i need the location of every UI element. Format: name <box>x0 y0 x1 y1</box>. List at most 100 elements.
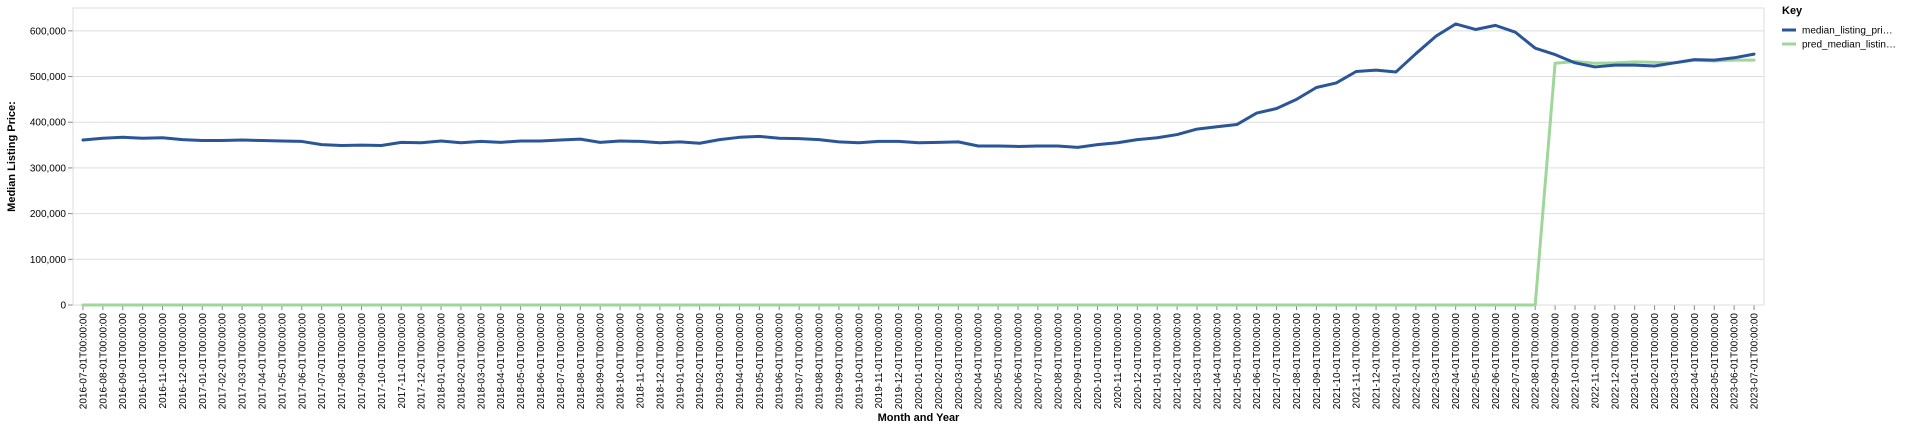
y-tick-label: 300,000 <box>30 163 67 174</box>
x-tick-label: 2021-06-01T00:00:00 <box>1252 313 1263 410</box>
y-gridlines <box>73 30 1764 306</box>
x-tick-label: 2022-11-01T00:00:00 <box>1590 313 1601 409</box>
x-tick-label: 2022-05-01T00:00:00 <box>1471 313 1482 410</box>
x-tick-label: 2018-07-01T00:00:00 <box>556 313 567 410</box>
x-tick-label: 2017-02-01T00:00:00 <box>218 313 229 410</box>
x-tick-label: 2020-01-01T00:00:00 <box>914 313 925 410</box>
x-tick-label: 2017-11-01T00:00:00 <box>397 313 408 409</box>
plot-frame <box>72 7 1765 306</box>
x-tick-label: 2017-09-01T00:00:00 <box>357 313 368 410</box>
x-tick-label: 2021-01-01T00:00:00 <box>1153 313 1164 410</box>
x-axis: 2016-07-01T00:00:00 2016-08-01T00:00:00 20… <box>73 304 1764 410</box>
x-tick-label: 2023-07-01T00:00:00 <box>1750 313 1761 410</box>
x-tick-label: 2018-12-01T00:00:00 <box>655 313 666 410</box>
x-tick-label: 2019-12-01T00:00:00 <box>894 313 905 410</box>
x-tick-label: 2018-03-01T00:00:00 <box>476 313 487 410</box>
y-tick-label: 400,000 <box>30 118 67 129</box>
x-tick-label: 2022-04-01T00:00:00 <box>1451 313 1462 410</box>
x-tick-label: 2023-05-01T00:00:00 <box>1710 313 1721 410</box>
x-tick-label: 2023-06-01T00:00:00 <box>1730 313 1741 410</box>
x-tick-label: 2019-04-01T00:00:00 <box>735 313 746 410</box>
series-line-pred-median-listin <box>81 58 1756 307</box>
x-tick-label: 2018-01-01T00:00:00 <box>437 313 448 410</box>
y-tick-label: 200,000 <box>30 209 67 220</box>
x-tick-label: 2016-09-01T00:00:00 <box>118 313 129 410</box>
x-tick-label: 2017-05-01T00:00:00 <box>277 313 288 410</box>
x-tick-label: 2021-10-01T00:00:00 <box>1332 313 1343 410</box>
x-tick-label: 2017-03-01T00:00:00 <box>238 313 249 410</box>
x-tick-label: 2018-11-01T00:00:00 <box>635 313 646 409</box>
x-tick-label: 2020-08-01T00:00:00 <box>1053 313 1064 410</box>
x-tick-label: 2022-12-01T00:00:00 <box>1610 313 1621 410</box>
x-tick-label: 2017-01-01T00:00:00 <box>198 313 209 410</box>
x-axis-title: Month and Year <box>878 412 960 424</box>
x-tick-label: 2022-02-01T00:00:00 <box>1411 313 1422 410</box>
y-tick-label: 0 <box>60 301 66 312</box>
legend-title: Key <box>1782 5 1803 17</box>
x-tick-label: 2019-06-01T00:00:00 <box>775 313 786 410</box>
x-tick-label: 2020-07-01T00:00:00 <box>1033 313 1044 410</box>
x-tick-label: 2022-06-01T00:00:00 <box>1491 313 1502 410</box>
legend-label: pred_median_listin… <box>1802 40 1896 51</box>
x-tick-label: 2019-01-01T00:00:00 <box>675 313 686 410</box>
x-tick-label: 2022-03-01T00:00:00 <box>1431 313 1442 410</box>
x-tick-label: 2019-11-01T00:00:00 <box>874 313 885 409</box>
x-tick-label: 2021-07-01T00:00:00 <box>1272 313 1283 410</box>
x-tick-label: 2020-10-01T00:00:00 <box>1093 313 1104 410</box>
x-tick-label: 2019-02-01T00:00:00 <box>695 313 706 410</box>
x-tick-label: 2021-02-01T00:00:00 <box>1173 313 1184 410</box>
y-tick-label: 100,000 <box>30 255 67 266</box>
x-tick-label: 2017-12-01T00:00:00 <box>417 313 428 410</box>
x-tick-label: 2018-04-01T00:00:00 <box>496 313 507 410</box>
x-tick-label: 2016-10-01T00:00:00 <box>138 313 149 410</box>
x-tick-label: 2022-07-01T00:00:00 <box>1511 313 1522 410</box>
x-tick-label: 2021-04-01T00:00:00 <box>1212 313 1223 410</box>
x-tick-label: 2020-09-01T00:00:00 <box>1073 313 1084 410</box>
y-axis-title: Median Listing Price: <box>6 101 18 212</box>
legend: Key median_listing_pri… pred_median_listi… <box>1782 5 1896 51</box>
x-tick-label: 2018-09-01T00:00:00 <box>596 313 607 410</box>
x-tick-label: 2020-03-01T00:00:00 <box>954 313 965 410</box>
x-tick-label: 2021-08-01T00:00:00 <box>1292 313 1303 410</box>
x-tick-label: 2017-04-01T00:00:00 <box>257 313 268 410</box>
x-tick-label: 2020-05-01T00:00:00 <box>994 313 1005 410</box>
x-tick-label: 2016-11-01T00:00:00 <box>158 313 169 409</box>
y-tick-label: 600,000 <box>30 26 67 37</box>
x-tick-label: 2021-03-01T00:00:00 <box>1193 313 1204 410</box>
series-lines <box>81 22 1756 307</box>
x-tick-label: 2018-05-01T00:00:00 <box>516 313 527 410</box>
x-tick-label: 2020-02-01T00:00:00 <box>934 313 945 410</box>
x-tick-label: 2019-08-01T00:00:00 <box>815 313 826 410</box>
legend-label: median_listing_pri… <box>1802 26 1893 37</box>
x-tick-label: 2017-07-01T00:00:00 <box>317 313 328 410</box>
x-tick-label: 2020-12-01T00:00:00 <box>1133 313 1144 410</box>
x-tick-label: 2022-01-01T00:00:00 <box>1391 313 1402 410</box>
x-tick-label: 2017-06-01T00:00:00 <box>297 313 308 410</box>
x-tick-label: 2021-12-01T00:00:00 <box>1372 313 1383 410</box>
x-tick-label: 2018-02-01T00:00:00 <box>456 313 467 410</box>
x-tick-label: 2019-05-01T00:00:00 <box>755 313 766 410</box>
x-tick-label: 2017-10-01T00:00:00 <box>377 313 388 410</box>
x-tick-label: 2018-10-01T00:00:00 <box>616 313 627 410</box>
x-tick-label: 2023-04-01T00:00:00 <box>1690 313 1701 410</box>
x-tick-label: 2021-05-01T00:00:00 <box>1232 313 1243 410</box>
x-tick-label: 2019-10-01T00:00:00 <box>854 313 865 410</box>
x-tick-label: 2021-11-01T00:00:00 <box>1352 313 1363 409</box>
x-tick-label: 2020-11-01T00:00:00 <box>1113 313 1124 409</box>
x-tick-label: 2018-08-01T00:00:00 <box>576 313 587 410</box>
series-line-median-listing-pri <box>81 22 1756 149</box>
x-tick-label: 2016-08-01T00:00:00 <box>98 313 109 410</box>
x-tick-label: 2019-03-01T00:00:00 <box>715 313 726 410</box>
x-tick-label: 2023-01-01T00:00:00 <box>1630 313 1641 410</box>
x-tick-label: 2019-09-01T00:00:00 <box>834 313 845 410</box>
x-tick-label: 2023-03-01T00:00:00 <box>1670 313 1681 410</box>
x-tick-label: 2020-06-01T00:00:00 <box>1013 313 1024 410</box>
y-axis: 0 100,000 200,000 300,000 400,000 500,000 600,… <box>30 8 74 312</box>
x-tick-label: 2022-10-01T00:00:00 <box>1571 313 1582 410</box>
x-tick-label: 2023-02-01T00:00:00 <box>1650 313 1661 410</box>
x-tick-label: 2016-12-01T00:00:00 <box>178 313 189 410</box>
x-tick-label: 2016-07-01T00:00:00 <box>78 313 89 410</box>
x-tick-label: 2022-09-01T00:00:00 <box>1551 313 1562 410</box>
x-tick-label: 2020-04-01T00:00:00 <box>974 313 985 410</box>
